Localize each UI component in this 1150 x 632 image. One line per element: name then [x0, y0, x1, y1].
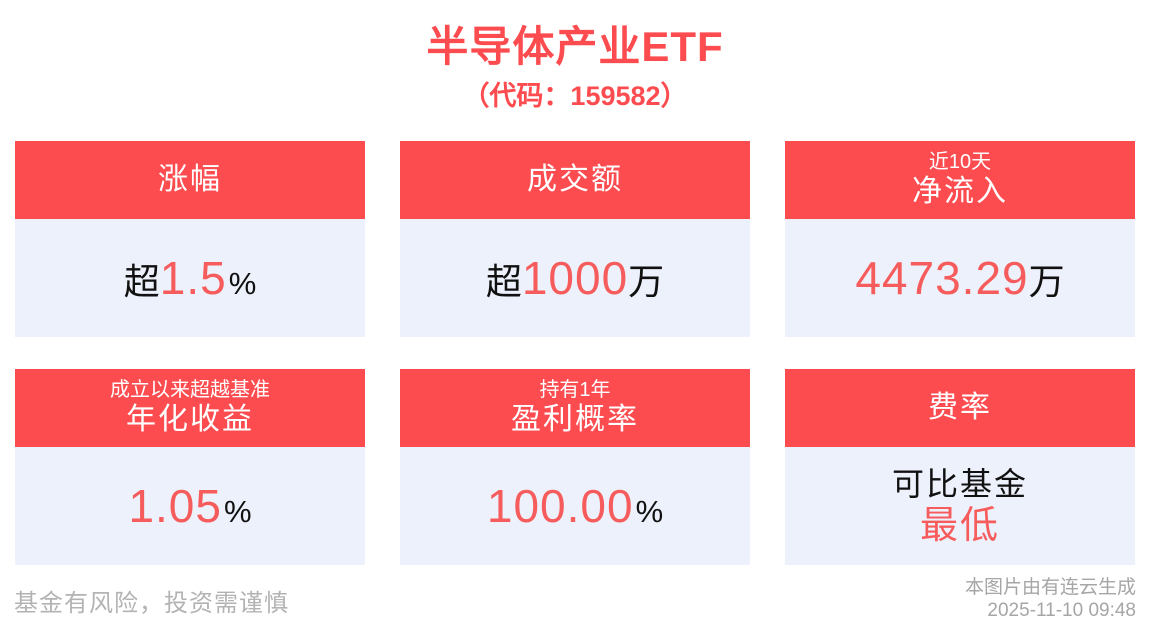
stat-card-fee-rate: 费率 可比基金 最低: [785, 369, 1135, 565]
stat-value-prefix: 超: [485, 261, 522, 302]
stat-value-number: 1000: [521, 252, 629, 304]
stat-value-number: 1.05: [128, 480, 222, 532]
stat-card-heading: 成交额: [527, 163, 623, 196]
stat-value-number: 4473.29: [855, 252, 1029, 304]
stat-card-net-inflow-body: 4473.29 万: [785, 219, 1135, 337]
generator-watermark-timestamp: 2025-11-10 09:48: [987, 600, 1136, 621]
stat-value-suffix: 万: [1028, 261, 1065, 302]
stat-value-line1: 可比基金: [891, 466, 1028, 502]
stat-card-net-inflow-header: 近10天 净流入: [785, 141, 1135, 219]
stat-card-price-change-header: 涨幅: [15, 141, 365, 219]
generator-watermark: 本图片由有连云生成 2025-11-10 09:48: [965, 576, 1136, 622]
stat-value-suffix: %: [228, 266, 257, 301]
stat-card-heading: 涨幅: [158, 163, 222, 196]
stat-card-grid: 涨幅 超 1.5 % 成交额 超 1000 万 近10天 净流入: [15, 141, 1135, 565]
stat-value-suffix: 万: [628, 261, 665, 302]
stat-value: 超 1.5 %: [124, 251, 257, 305]
stat-card-fee-rate-header: 费率: [785, 369, 1135, 447]
stat-card-price-change-body: 超 1.5 %: [15, 219, 365, 337]
stat-card-heading: 费率: [928, 391, 992, 424]
stat-card-fee-rate-body: 可比基金 最低: [785, 447, 1135, 565]
stat-card-annualized-return-body: 1.05 %: [15, 447, 365, 565]
stat-card-subheading: 持有1年: [539, 379, 611, 401]
stat-card-heading: 年化收益: [126, 403, 254, 436]
stat-card-turnover: 成交额 超 1000 万: [400, 141, 750, 337]
stat-value: 超 1000 万: [486, 251, 664, 305]
stat-card-net-inflow: 近10天 净流入 4473.29 万: [785, 141, 1135, 337]
stat-card-annualized-return-header: 成立以来超越基准 年化收益: [15, 369, 365, 447]
stat-card-heading: 盈利概率: [511, 403, 639, 436]
stat-card-profit-probability-body: 100.00 %: [400, 447, 750, 565]
stat-card-subheading: 成立以来超越基准: [110, 379, 270, 401]
page-title: 半导体产业ETF: [426, 23, 724, 70]
fund-code-subtitle: （代码：159582）: [462, 81, 688, 111]
stat-value: 1.05 %: [128, 479, 251, 533]
stat-card-heading: 净流入: [912, 175, 1008, 208]
risk-disclaimer: 基金有风险，投资需谨慎: [14, 590, 289, 617]
stat-card-profit-probability-header: 持有1年 盈利概率: [400, 369, 750, 447]
stat-value-prefix: 超: [123, 261, 160, 302]
stat-card-profit-probability: 持有1年 盈利概率 100.00 %: [400, 369, 750, 565]
stat-value-suffix: %: [635, 494, 664, 529]
stat-card-subheading: 近10天: [928, 151, 992, 173]
page-header: 半导体产业ETF （代码：159582）: [0, 22, 1150, 112]
stat-value: 100.00 %: [487, 479, 663, 533]
stat-card-annualized-return: 成立以来超越基准 年化收益 1.05 %: [15, 369, 365, 565]
stat-value-suffix: %: [223, 494, 252, 529]
stat-value: 可比基金 最低: [892, 464, 1028, 548]
stat-card-price-change: 涨幅 超 1.5 %: [15, 141, 365, 337]
generator-watermark-source: 本图片由有连云生成: [964, 577, 1136, 598]
stat-value-line2: 最低: [919, 505, 1000, 547]
stat-value: 4473.29 万: [855, 251, 1064, 305]
stat-value-number: 1.5: [159, 252, 227, 304]
stat-value-number: 100.00: [486, 480, 634, 532]
stat-card-turnover-body: 超 1000 万: [400, 219, 750, 337]
stat-card-turnover-header: 成交额: [400, 141, 750, 219]
